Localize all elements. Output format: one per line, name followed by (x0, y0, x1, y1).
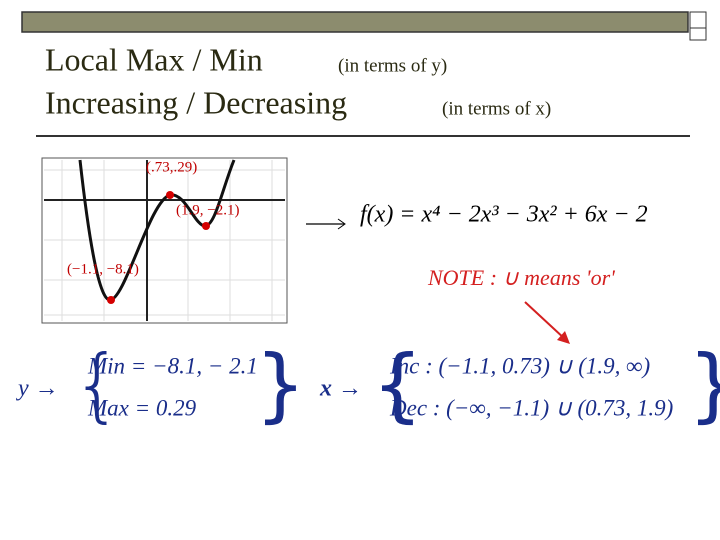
variable: y → (16, 376, 59, 402)
graph-grid (44, 160, 285, 321)
subtitle: (in terms of x) (442, 98, 551, 119)
brace: { (72, 338, 123, 431)
point-label: (1.9, −2.1) (176, 202, 239, 218)
title: Local Max / Min (45, 41, 263, 77)
corner-box (689, 27, 707, 41)
x-line: Inc : (−1.1, 0.73) ∪ (1.9, ∞) (389, 353, 650, 378)
point (107, 296, 115, 304)
function: f(x) = x⁴ − 2x³ − 3x² + 6x − 2 (360, 202, 648, 228)
note: NOTE : ∪ means 'or' (427, 265, 615, 290)
arrowhead (337, 218, 346, 230)
y-line: Min = −8.1, − 2.1 (87, 353, 258, 378)
top-bar (21, 11, 689, 33)
brace: { (372, 338, 423, 431)
title: Increasing / Decreasing (45, 84, 347, 120)
point-label: (.73,.29) (146, 159, 197, 175)
corner-box (689, 11, 707, 29)
x-line: Dec : (−∞, −1.1) ∪ (0.73, 1.9) (389, 395, 673, 420)
point (166, 191, 174, 199)
variable: x → (319, 376, 362, 402)
y-line: Max = 0.29 (87, 395, 197, 420)
subtitle: (in terms of y) (338, 55, 447, 76)
brace: } (688, 338, 720, 431)
point (202, 222, 210, 230)
point-label: (−1.1, −8.1) (67, 261, 139, 277)
graph: (.73,.29) (1.9, −2.1) (−1.1, −8.1) (41, 157, 288, 324)
note-arrow (524, 301, 567, 341)
note-arrowhead (557, 331, 570, 344)
brace: } (255, 338, 306, 431)
curve (78, 159, 236, 302)
